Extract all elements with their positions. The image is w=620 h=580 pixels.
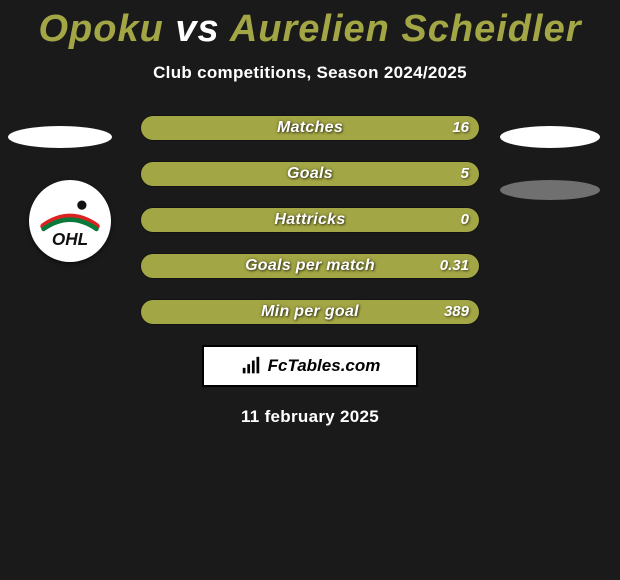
- stat-value-right: 0.31: [440, 254, 469, 278]
- player1-marker: [8, 126, 112, 148]
- date-label: 11 february 2025: [0, 407, 620, 427]
- stat-label: Goals per match: [141, 254, 479, 278]
- stat-value-right: 16: [452, 116, 469, 140]
- subtitle: Club competitions, Season 2024/2025: [0, 63, 620, 83]
- stat-label: Goals: [141, 162, 479, 186]
- stat-value-right: 389: [444, 300, 469, 324]
- brand-text: FcTables.com: [268, 356, 381, 376]
- stat-value-right: 5: [461, 162, 469, 186]
- title-vs: vs: [175, 8, 219, 50]
- stat-label: Hattricks: [141, 208, 479, 232]
- stat-row: Hattricks0: [140, 207, 480, 233]
- player2-marker-secondary: [500, 180, 600, 200]
- svg-text:OHL: OHL: [52, 229, 88, 249]
- ohl-logo-icon: OHL: [37, 188, 103, 254]
- stat-row: Goals5: [140, 161, 480, 187]
- club-logo: OHL: [29, 180, 111, 262]
- stat-row: Goals per match0.31: [140, 253, 480, 279]
- page-title: Opoku vs Aurelien Scheidler: [0, 0, 620, 51]
- stat-label: Min per goal: [141, 300, 479, 324]
- stat-label: Matches: [141, 116, 479, 140]
- stat-value-right: 0: [461, 208, 469, 232]
- brand-badge[interactable]: FcTables.com: [202, 345, 418, 387]
- stat-row: Min per goal389: [140, 299, 480, 325]
- chart-icon: [240, 355, 262, 377]
- player2-marker: [500, 126, 600, 148]
- title-player2: Aurelien Scheidler: [230, 8, 582, 50]
- stat-row: Matches16: [140, 115, 480, 141]
- title-player1: Opoku: [39, 8, 164, 50]
